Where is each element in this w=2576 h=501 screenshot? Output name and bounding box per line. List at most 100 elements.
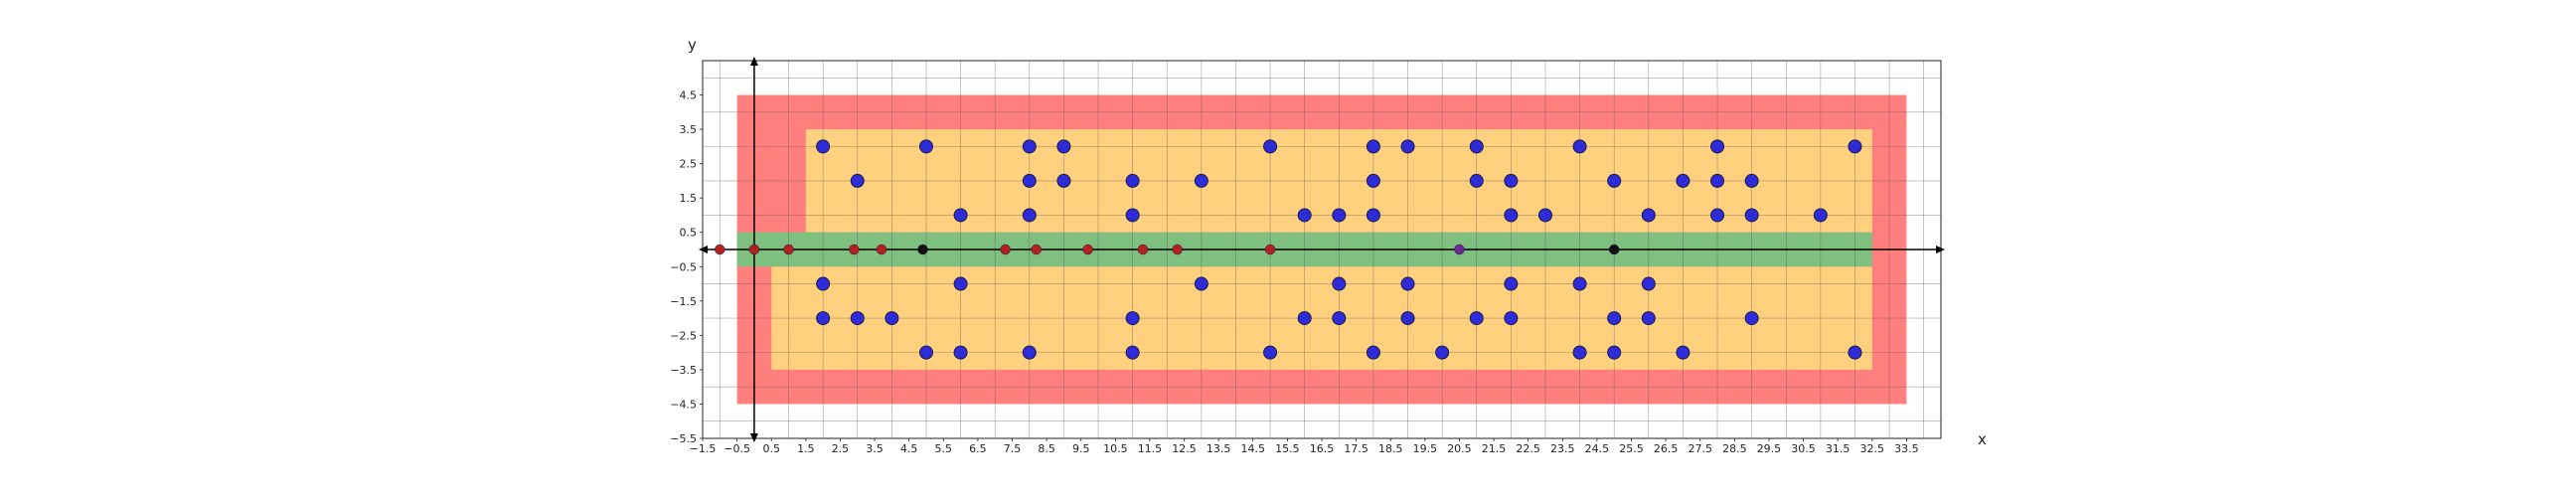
data-point: [1125, 173, 1140, 188]
data-point: [715, 244, 725, 255]
data-point: [1572, 345, 1587, 360]
x-tick-label: 2.5: [832, 442, 850, 455]
data-point: [1022, 139, 1037, 154]
x-tick-label: 20.5: [1447, 442, 1472, 455]
data-point: [1366, 173, 1380, 188]
data-point: [850, 173, 865, 188]
data-point: [953, 276, 968, 291]
data-point: [1366, 139, 1380, 154]
y-tick-label: 4.5: [680, 89, 698, 102]
data-point: [1297, 311, 1312, 326]
data-point: [1366, 208, 1380, 223]
data-point: [885, 311, 899, 326]
data-point: [953, 208, 968, 223]
x-tick-label: 32.5: [1860, 442, 1885, 455]
data-point: [1641, 208, 1656, 223]
x-tick-label: 7.5: [1004, 442, 1022, 455]
x-tick-label: 25.5: [1619, 442, 1644, 455]
data-point: [1607, 345, 1622, 360]
data-point: [1137, 244, 1149, 255]
y-tick-label: 1.5: [680, 192, 698, 205]
y-tick-label: −5.5: [670, 432, 697, 445]
data-point: [1710, 139, 1725, 154]
data-point: [1435, 345, 1450, 360]
data-point: [1607, 173, 1622, 188]
x-axis-arrow-right: [1936, 246, 1945, 253]
x-tick-label: 28.5: [1722, 442, 1747, 455]
x-tick-label: 16.5: [1310, 442, 1335, 455]
y-tick-label: −0.5: [670, 260, 697, 273]
data-point: [1676, 345, 1690, 360]
data-point: [1400, 276, 1415, 291]
y-axis-arrow-up: [749, 57, 758, 66]
data-point: [1710, 208, 1725, 223]
x-tick-label: 29.5: [1757, 442, 1782, 455]
x-tick-label: 15.5: [1275, 442, 1300, 455]
data-point: [849, 244, 860, 255]
data-point: [1454, 244, 1465, 255]
points-layer: [715, 139, 1862, 360]
data-point: [1264, 244, 1276, 255]
data-point: [876, 244, 887, 255]
x-tick-label: 14.5: [1241, 442, 1266, 455]
y-tick-label: −4.5: [670, 398, 697, 411]
data-point: [1504, 208, 1519, 223]
data-point: [1504, 276, 1519, 291]
x-tick-label: 5.5: [935, 442, 953, 455]
data-point: [1297, 208, 1312, 223]
y-tick-label: −2.5: [670, 329, 697, 342]
data-point: [917, 244, 928, 255]
data-point: [748, 244, 760, 255]
x-tick-label: 6.5: [969, 442, 987, 455]
x-tick-label: 21.5: [1482, 442, 1507, 455]
x-tick-label: 4.5: [900, 442, 918, 455]
data-point: [1744, 173, 1759, 188]
data-point: [816, 139, 831, 154]
data-point: [1469, 311, 1484, 326]
x-tick-label: 23.5: [1550, 442, 1575, 455]
x-axis-arrow-left: [699, 246, 708, 253]
x-tick-label: −0.5: [724, 442, 750, 455]
data-point: [1676, 173, 1690, 188]
data-point: [1848, 345, 1862, 360]
x-tick-label: 3.5: [866, 442, 884, 455]
y-tick-label: 0.5: [680, 227, 698, 240]
data-point: [1813, 208, 1828, 223]
x-tick-label: 18.5: [1378, 442, 1403, 455]
data-point: [1000, 244, 1011, 255]
x-tick-label: 11.5: [1138, 442, 1163, 455]
x-axis-label: x: [1978, 430, 1987, 448]
data-point: [918, 345, 933, 360]
x-tick-label: 17.5: [1344, 442, 1368, 455]
data-point: [1469, 173, 1484, 188]
data-point: [1504, 311, 1519, 326]
x-tick-label: 13.5: [1207, 442, 1231, 455]
data-point: [1022, 208, 1037, 223]
y-tick-label: −3.5: [670, 364, 697, 377]
data-point: [1082, 244, 1093, 255]
data-point: [1332, 208, 1347, 223]
data-point: [1125, 311, 1140, 326]
data-point: [1263, 345, 1278, 360]
x-tick-label: 26.5: [1654, 442, 1679, 455]
data-point: [1022, 345, 1037, 360]
data-point: [1537, 208, 1552, 223]
x-tick-label: 0.5: [762, 442, 780, 455]
data-point: [953, 345, 968, 360]
data-point: [1504, 173, 1519, 188]
data-point: [1332, 276, 1347, 291]
x-tick-label: 31.5: [1826, 442, 1851, 455]
data-point: [1572, 276, 1587, 291]
data-point: [1744, 208, 1759, 223]
data-point: [1263, 139, 1278, 154]
x-tick-label: 8.5: [1038, 442, 1055, 455]
data-point: [1194, 173, 1208, 188]
data-point: [1848, 139, 1862, 154]
data-point: [1125, 345, 1140, 360]
data-point: [1056, 139, 1071, 154]
data-point: [1056, 173, 1071, 188]
data-point: [1022, 173, 1037, 188]
y-tick-label: 3.5: [680, 123, 698, 136]
data-point: [1572, 139, 1587, 154]
